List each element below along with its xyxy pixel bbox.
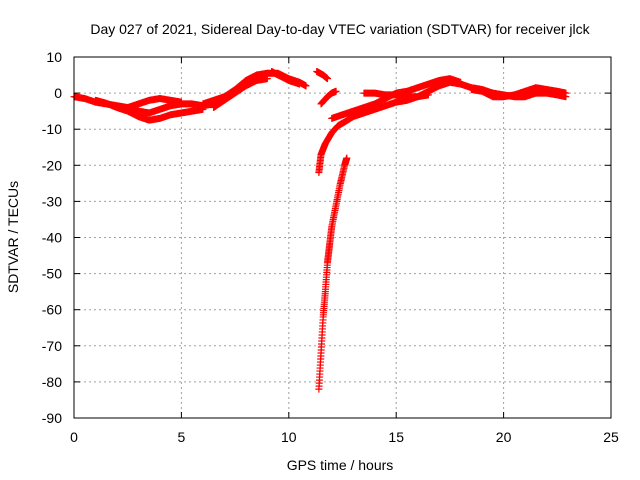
grid-lines (74, 57, 611, 418)
x-axis-title: GPS time / hours (287, 457, 394, 473)
x-tick-label: 25 (603, 429, 619, 445)
data-point (302, 82, 310, 90)
series-track-8 (317, 87, 340, 108)
y-tick-label: 0 (54, 85, 62, 101)
y-tick-label: -70 (42, 338, 62, 354)
series-track-12 (360, 89, 432, 101)
y-tick-label: -10 (42, 121, 62, 137)
chart-title: Day 027 of 2021, Sidereal Day-to-day VTE… (90, 21, 590, 37)
y-tick-label: -30 (42, 193, 62, 209)
data-points (70, 67, 570, 393)
data-point (263, 75, 271, 83)
y-axis-title: SDTVAR / TECUs (5, 181, 21, 293)
data-point (343, 154, 351, 162)
y-tick-label: -90 (42, 410, 62, 426)
series-track-6 (268, 67, 304, 88)
series-track-4 (199, 69, 310, 108)
series-track-10 (315, 154, 351, 393)
data-point (562, 89, 570, 97)
series-track-3 (124, 95, 185, 112)
x-tick-label: 15 (388, 429, 404, 445)
series-track-7 (313, 67, 331, 83)
axis-ticks (73, 56, 612, 419)
series-track-5 (210, 75, 271, 112)
x-tick-label: 20 (496, 429, 512, 445)
series-track-13 (467, 84, 570, 101)
data-point (296, 80, 304, 88)
y-tick-labels: 10 0 -10 -20 -30 -40 -50 -60 -70 -80 -90 (42, 49, 62, 426)
series-track-9 (315, 78, 570, 177)
x-tick-label: 10 (281, 429, 297, 445)
y-tick-label: -80 (42, 374, 62, 390)
y-tick-label: -60 (42, 302, 62, 318)
y-tick-label: 10 (46, 49, 62, 65)
x-tick-labels: 0 5 10 15 20 25 (70, 429, 619, 445)
data-point (332, 87, 340, 95)
data-point (457, 78, 465, 86)
data-point (177, 98, 185, 106)
x-tick-label: 5 (178, 429, 186, 445)
data-point (424, 91, 432, 99)
data-point (323, 75, 331, 83)
y-tick-label: -50 (42, 266, 62, 282)
y-tick-label: -20 (42, 157, 62, 173)
y-tick-label: -40 (42, 230, 62, 246)
x-tick-label: 0 (70, 429, 78, 445)
